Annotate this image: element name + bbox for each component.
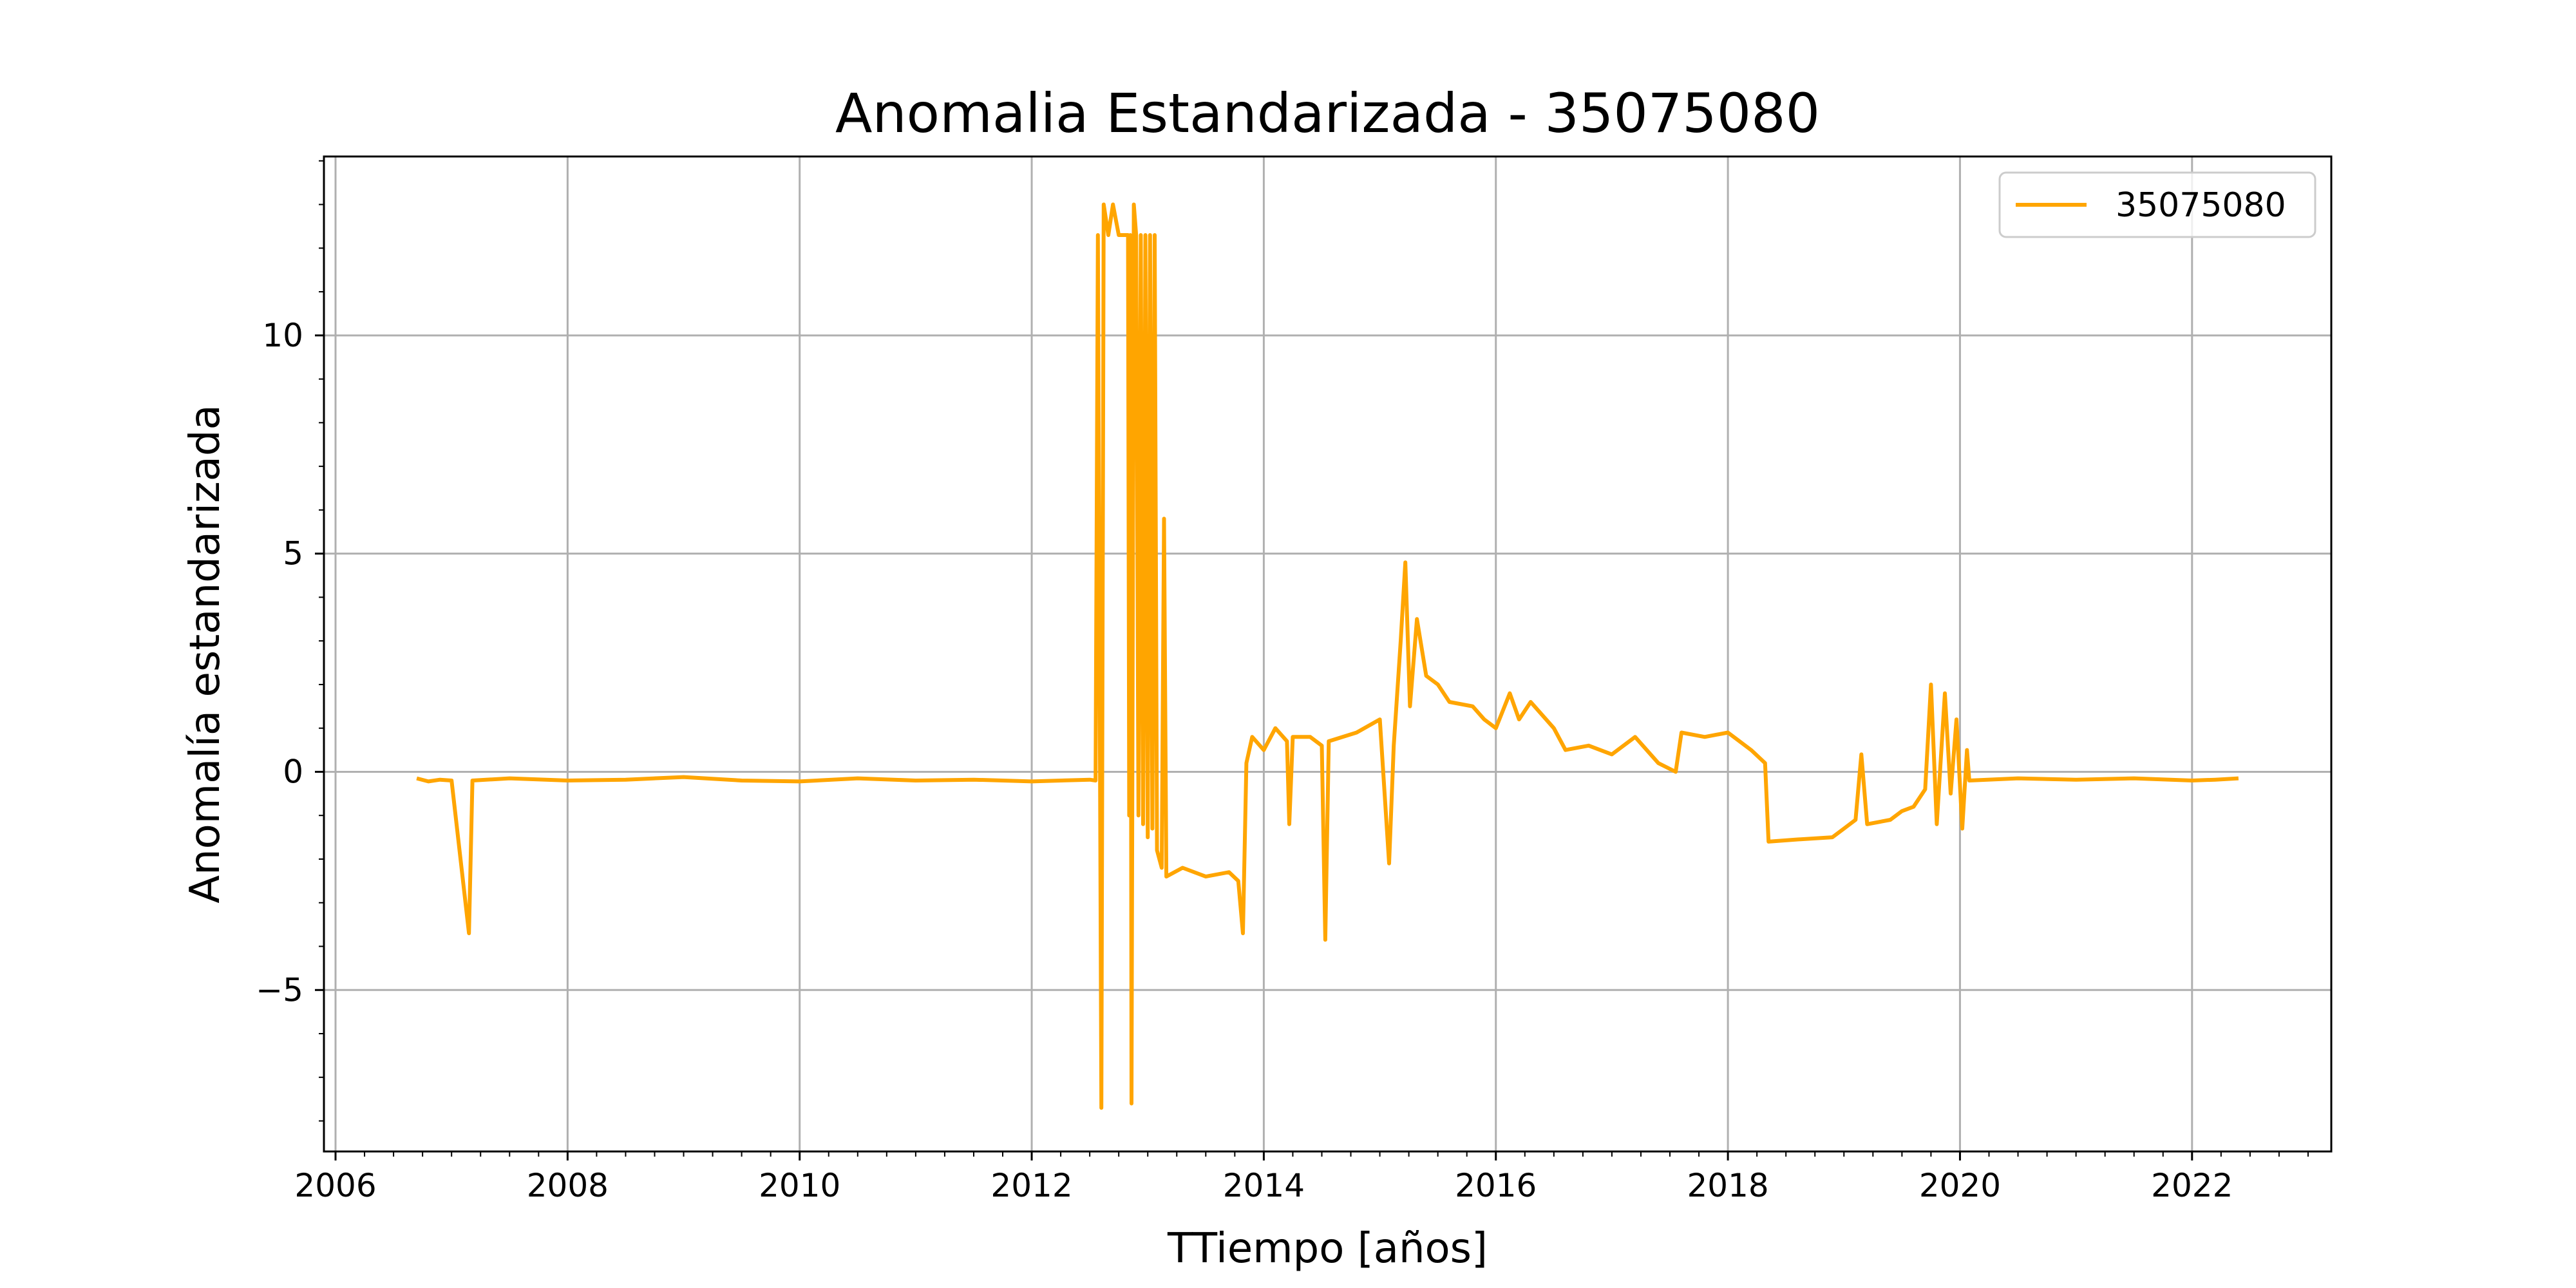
series-line <box>416 202 2239 1110</box>
y-axis-title: Anomalía estandarizada <box>182 404 229 903</box>
plot-frame <box>323 155 2333 1153</box>
y-tick-label: 0 <box>283 753 303 790</box>
x-tick-label: 2018 <box>1687 1167 1768 1204</box>
x-tick-label: 2006 <box>294 1167 376 1204</box>
x-tick-label: 2012 <box>990 1167 1072 1204</box>
legend-box <box>1998 171 2316 238</box>
y-tick-label: 5 <box>283 535 303 573</box>
x-axis-title: TTiempo [años] <box>1167 1225 1488 1273</box>
x-tick-label: 2014 <box>1223 1167 1305 1204</box>
legend: 35075080 <box>1998 171 2316 238</box>
legend-label: 35075080 <box>2116 186 2286 225</box>
y-tick-label: −5 <box>256 971 303 1009</box>
x-tick-label: 2010 <box>759 1167 840 1204</box>
x-tick-label: 2022 <box>2151 1167 2233 1204</box>
x-tick-label: 2008 <box>527 1167 609 1204</box>
series-layer <box>416 202 2239 1110</box>
chart-title: Anomalia Estandarizada - 35075080 <box>835 82 1820 145</box>
x-tick-label: 2016 <box>1455 1167 1537 1204</box>
y-tick-label: 10 <box>262 317 303 354</box>
axis-ticks: 2006 2008 2010 2012 2014 2016 2018 2020 2022 −5 0 5… <box>256 160 2309 1204</box>
x-tick-label: 2020 <box>1919 1167 2001 1204</box>
